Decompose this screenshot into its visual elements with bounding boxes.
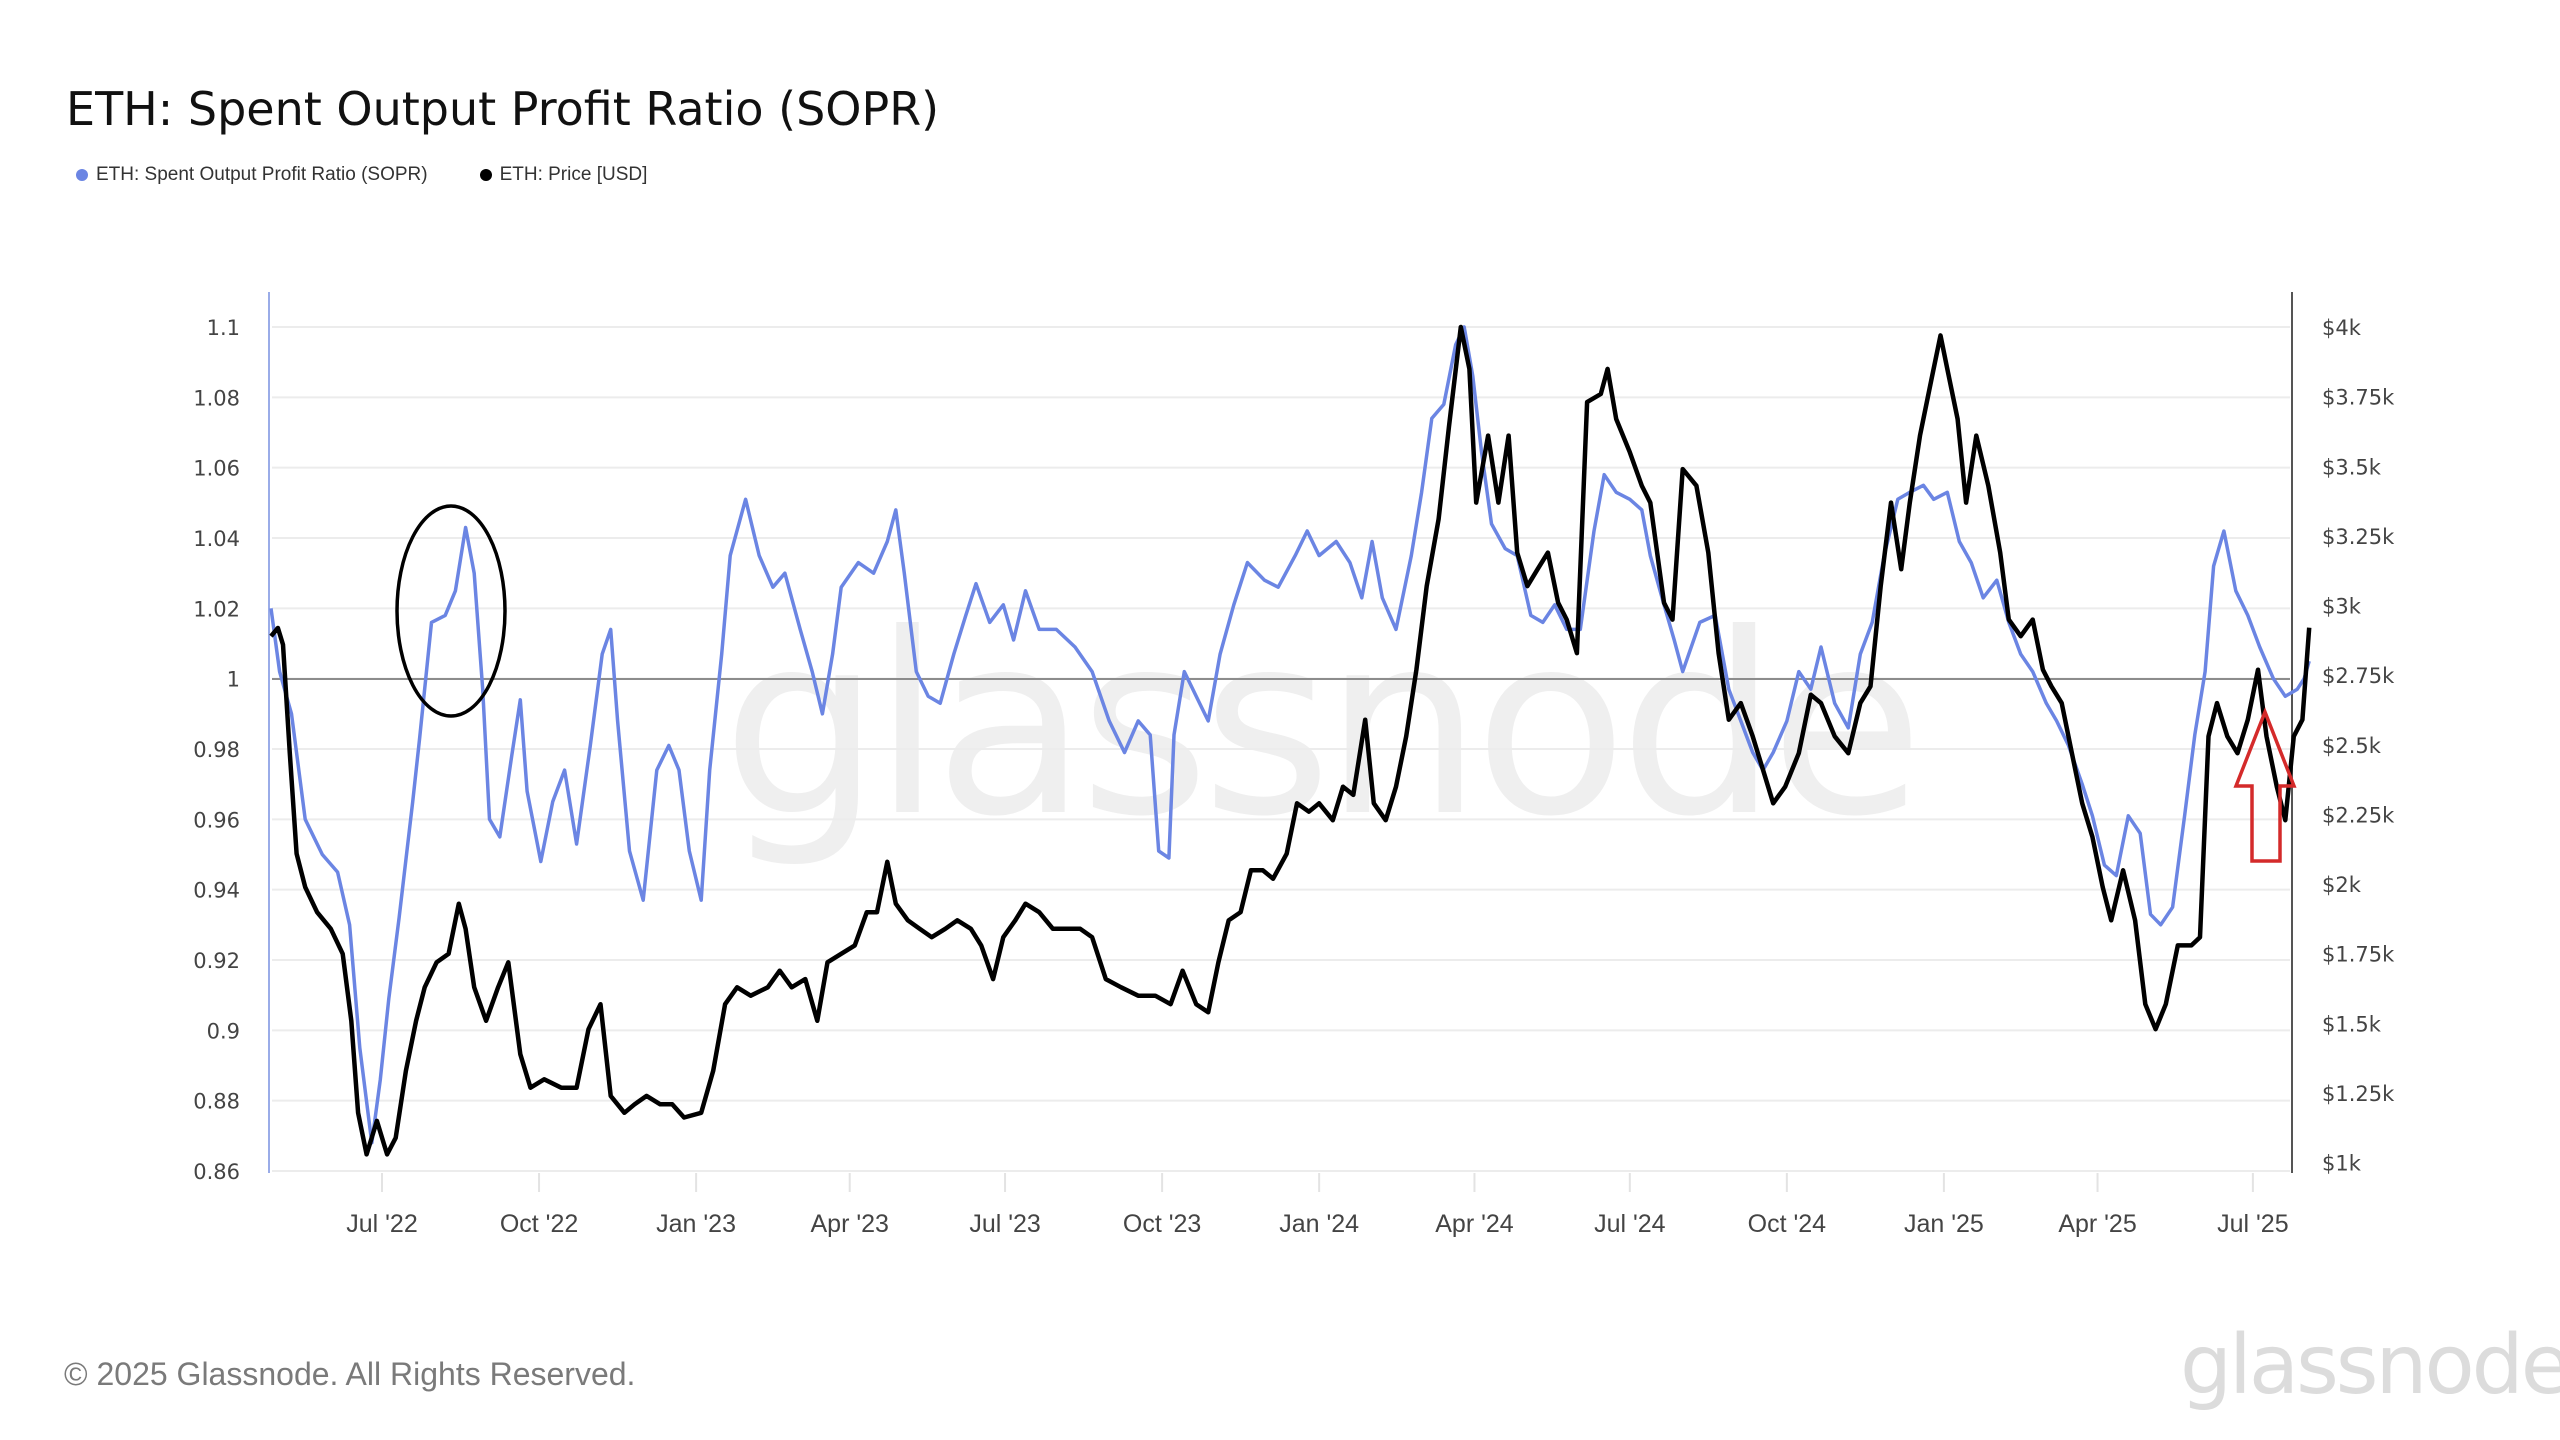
x-axis-label: Jul '22 xyxy=(346,1210,417,1238)
glassnode-logo: glassnode xyxy=(2180,1318,2560,1413)
legend-item-sopr[interactable]: ETH: Spent Output Profit Ratio (SOPR) xyxy=(76,164,428,186)
x-axis-label: Jul '23 xyxy=(969,1210,1040,1238)
left-axis-label: 1 xyxy=(227,668,240,692)
sopr-dot-icon xyxy=(76,169,88,181)
legend-label-sopr: ETH: Spent Output Profit Ratio (SOPR) xyxy=(96,164,428,185)
watermark: glassnode xyxy=(722,580,1916,871)
right-axis-label: $2.5k xyxy=(2322,734,2382,758)
x-axis-label: Jan '24 xyxy=(1279,1210,1359,1238)
sopr-line[interactable] xyxy=(269,325,2311,1145)
left-axis-label: 0.92 xyxy=(193,949,240,973)
price-dot-icon xyxy=(479,169,492,181)
right-axis-label: $2k xyxy=(2322,873,2362,897)
right-axis-label: $2.75k xyxy=(2322,664,2395,688)
left-axis-label: 0.88 xyxy=(193,1090,240,1114)
x-axis-label: Apr '24 xyxy=(1435,1210,1514,1238)
annotation-up-arrow-icon xyxy=(2233,707,2297,863)
right-axis-label: $1.75k xyxy=(2322,943,2395,967)
left-axis-label: 1.02 xyxy=(193,597,240,621)
left-axis-label: 0.98 xyxy=(193,738,240,762)
x-axis-label: Apr '25 xyxy=(2058,1210,2136,1238)
right-axis-label: $3.25k xyxy=(2322,525,2395,549)
gridlines xyxy=(272,326,2290,1172)
annotation-ellipse xyxy=(395,504,507,718)
left-axis-label: 0.96 xyxy=(193,808,240,832)
right-axis-label: $3k xyxy=(2322,595,2362,619)
left-axis-label: 1.06 xyxy=(193,457,240,481)
left-axis-label: 0.86 xyxy=(193,1160,240,1184)
left-axis-label: 0.9 xyxy=(207,1019,240,1043)
x-axis-label: Jul '24 xyxy=(1594,1210,1666,1238)
right-axis-label: $3.75k xyxy=(2322,386,2395,410)
x-axis-label: Jan '23 xyxy=(656,1210,736,1238)
left-axis-label: 1.1 xyxy=(207,316,240,340)
right-axis-label: $1k xyxy=(2322,1152,2362,1176)
left-axis-ticks: 1.1 1.08 1.06 1.04 1.02 1 0.98 0.96 0.94 0.92 0.9 0… xyxy=(193,316,240,1184)
x-axis-label: Jan '25 xyxy=(1904,1210,1984,1238)
right-axis-label: $1.25k xyxy=(2322,1082,2395,1106)
x-axis-label: Oct '24 xyxy=(1748,1210,1827,1238)
legend: ETH: Spent Output Profit Ratio (SOPR) ET… xyxy=(76,164,699,186)
left-axis-label: 1.04 xyxy=(193,527,240,551)
chart-title: ETH: Spent Output Profit Ratio (SOPR) xyxy=(66,82,940,136)
x-axis-label: Jul '25 xyxy=(2217,1210,2288,1238)
legend-label-price: ETH: Price [USD] xyxy=(499,164,648,185)
footer-copyright: © 2025 Glassnode. All Rights Reserved. xyxy=(64,1356,636,1392)
right-axis-label: $4k xyxy=(2322,316,2362,340)
left-axis-label: 0.94 xyxy=(193,879,240,903)
left-axis-label: 1.08 xyxy=(193,386,240,410)
x-axis-label: Apr '23 xyxy=(810,1210,888,1238)
right-axis-label: $3.5k xyxy=(2322,455,2382,479)
x-axis-label: Oct '23 xyxy=(1123,1210,1201,1238)
right-axis-label: $1.5k xyxy=(2322,1012,2382,1036)
x-axis-ticks: Jul '22 Oct '22 Jan '23 Apr '23 Jul '23 Oct '… xyxy=(346,1173,2289,1238)
x-axis-label: Oct '22 xyxy=(500,1210,578,1238)
price-line[interactable] xyxy=(269,324,2312,1157)
legend-item-price[interactable]: ETH: Price [USD] xyxy=(479,164,648,186)
right-axis-label: $2.25k xyxy=(2322,803,2395,827)
right-axis-ticks: $4k $3.75k $3.5k $3.25k $3k $2.75k $2.5k $2.25k… xyxy=(2322,316,2395,1176)
